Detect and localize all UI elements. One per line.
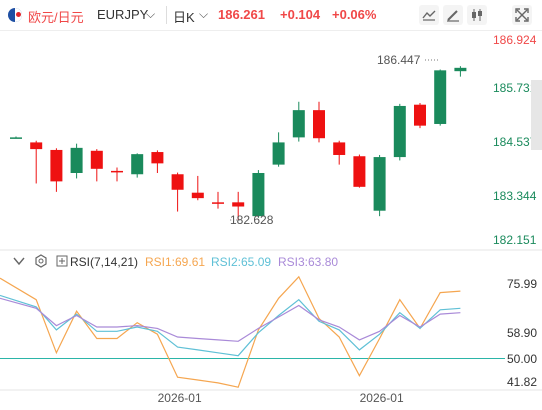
candle-body (393, 105, 406, 158)
timeframe-chevron-icon[interactable]: ⌵ (199, 7, 209, 21)
header-divider (166, 6, 167, 24)
candle-body (292, 110, 305, 138)
rsi2-value: RSI2:65.09 (211, 255, 271, 269)
price-change: +0.104 (280, 7, 321, 22)
candle-body (111, 170, 123, 173)
chart-header: 欧元/日元 EURJPY ⌵ 日K ⌵ 186.261 +0.104 +0.06… (0, 0, 542, 31)
candle-body (191, 192, 204, 199)
candle-body (10, 137, 22, 139)
candle-body (30, 142, 43, 150)
candle-body (313, 110, 325, 139)
draw-tool-icon-glyph (447, 10, 459, 22)
price-axis-label: 186.924 (493, 33, 537, 47)
rsi3-value: RSI3:63.80 (278, 255, 338, 269)
candle-body (171, 174, 184, 190)
candlestick-series (10, 66, 467, 220)
rsi-legend: RSI(7,14,21) RSI1:69.61 RSI2:65.09 RSI3:… (13, 254, 338, 269)
candle-body (353, 156, 366, 187)
candle-body (90, 150, 103, 169)
low-annotation: 182.628 (230, 213, 274, 227)
chart-type-icon[interactable] (467, 5, 487, 25)
high-annotation: 186.447 (377, 53, 439, 67)
indicator-icon[interactable] (419, 5, 439, 25)
x-axis-tick-label: 2026-01 (360, 391, 404, 405)
timeframe-selector[interactable]: 日K (173, 10, 195, 25)
rsi-axis: 75.99 58.90 50.00 41.82 (507, 277, 537, 389)
rsi-title: RSI(7,14,21) (70, 255, 138, 269)
rsi3-line (0, 297, 461, 342)
rsi2-line (0, 294, 461, 357)
candle-body (252, 172, 265, 217)
fullscreen-icon-glyph (515, 8, 529, 22)
draw-tool-icon[interactable] (443, 5, 463, 25)
collapse-icon[interactable] (13, 257, 25, 266)
candle-body (272, 142, 285, 165)
candle-body (151, 152, 164, 164)
candle-body (434, 70, 447, 124)
candle-body (212, 202, 224, 204)
candle-body (333, 142, 346, 155)
price-axis-label: 182.151 (493, 233, 537, 247)
price-change-percent: +0.06% (332, 7, 377, 22)
price-axis: 186.924 185.731 184.537 183.344 182.151 (493, 33, 537, 247)
indicator-icon-glyph (422, 10, 436, 21)
rsi1-line (0, 275, 461, 388)
symbol-label: EURJPY (97, 7, 149, 22)
candle-body (70, 147, 83, 173)
candle-body (454, 67, 467, 72)
rsi-axis-label: 58.90 (507, 326, 537, 340)
low-annotation-label: 182.628 (230, 213, 274, 227)
candle-body (131, 154, 144, 175)
rsi1-value: RSI1:69.61 (145, 255, 205, 269)
fullscreen-icon[interactable] (512, 5, 532, 25)
current-price: 186.261 (218, 7, 265, 22)
candle-body (414, 104, 426, 126)
candle-body (373, 157, 386, 211)
settings-icon[interactable] (35, 254, 47, 268)
chevron-down-icon[interactable]: ⌵ (146, 7, 156, 21)
chart-type-icon-glyph (472, 9, 482, 21)
expand-icon[interactable] (56, 255, 68, 267)
candle-body (232, 202, 245, 207)
high-annotation-label: 186.447 (377, 53, 421, 67)
rsi-axis-label: 41.82 (507, 375, 537, 389)
candle-body (50, 149, 63, 182)
price-axis-scrollbar[interactable] (531, 80, 542, 150)
symbol-cn-label: 欧元/日元 (28, 10, 84, 25)
rsi-axis-label: 75.99 (507, 277, 537, 291)
rsi-axis-label: 50.00 (507, 352, 537, 366)
x-axis-tick-label: 2026-01 (158, 391, 202, 405)
price-axis-label: 184.537 (493, 135, 537, 149)
price-axis-label: 185.731 (493, 81, 537, 95)
price-axis-label: 183.344 (493, 189, 537, 203)
eur-flag-icon (8, 8, 22, 22)
